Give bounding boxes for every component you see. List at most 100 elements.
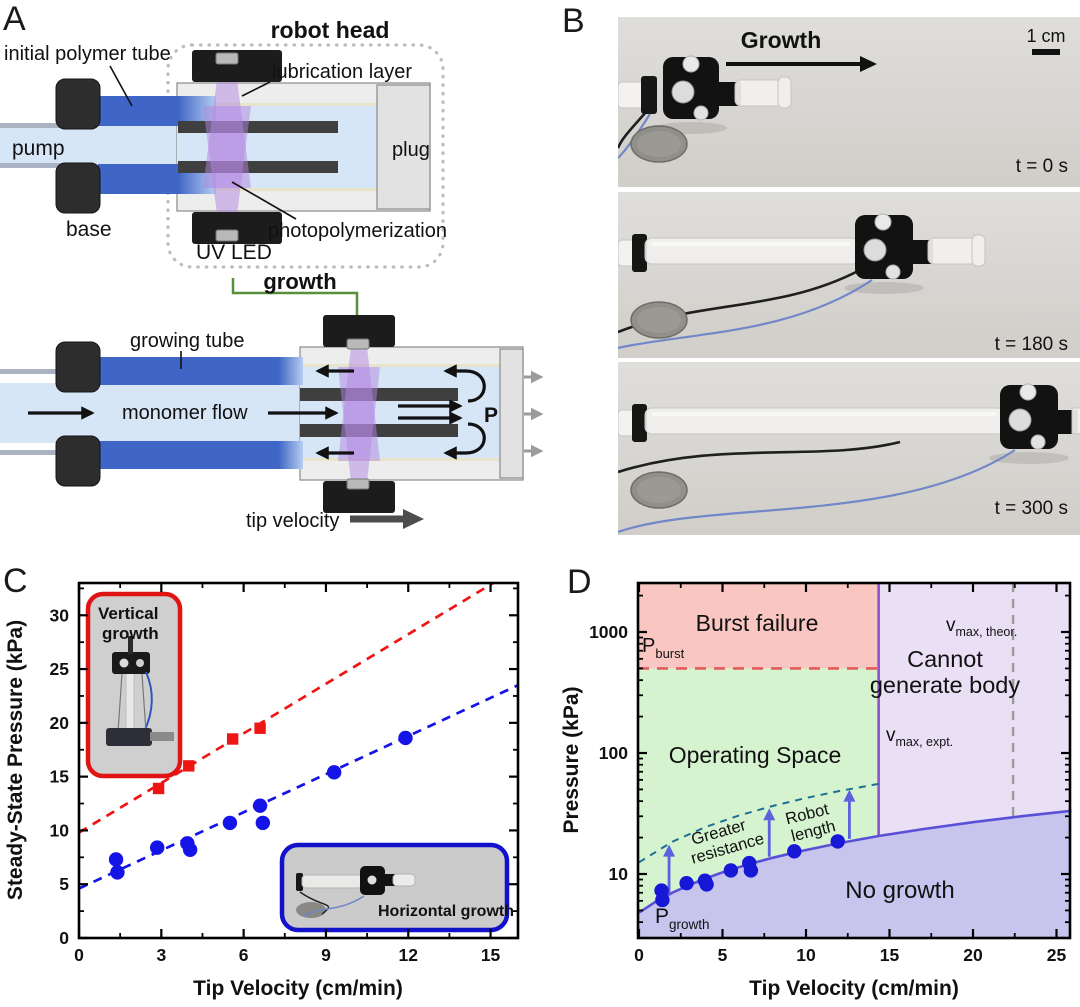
base-clamp (55, 162, 101, 214)
uv-led-lens (346, 338, 370, 350)
grown-tube (644, 407, 1006, 435)
robot-head-label: robot head (271, 17, 390, 43)
panel-d-chart: D Burst failure Pburst Cannot generate b… (560, 563, 1072, 1000)
pump-tube-top (0, 369, 62, 374)
shadow (844, 282, 924, 294)
data-point-circle (398, 730, 413, 746)
tick-label: 10 (609, 864, 629, 884)
pump-tube-top (0, 123, 62, 128)
monomer-flow-label: monomer flow (122, 402, 248, 424)
fit-line (78, 683, 519, 890)
coin (296, 902, 326, 918)
photo-frame-t0: Growth 1 cm t = 0 s (618, 17, 1080, 187)
data-point-square (254, 722, 266, 734)
vertical-growth-inset: Vertical growth (85, 591, 183, 779)
base-label: base (66, 218, 112, 241)
tick-label: 0 (59, 928, 69, 948)
led-port (671, 80, 695, 104)
fit-line (78, 581, 495, 834)
v-max-theor-label: vmax, theor. (946, 615, 1017, 639)
lubrication-layer-bottom (300, 458, 500, 461)
uv-led-block (192, 212, 282, 244)
plug-block (376, 84, 431, 210)
panel-d-letter: D (567, 563, 592, 601)
panel-a-letter: A (3, 0, 26, 38)
pump-tube-bottom (0, 450, 62, 455)
uv-led-block (323, 315, 395, 347)
tick-label: 0 (74, 945, 84, 965)
data-point-circle (743, 863, 759, 878)
pressure-symbol-label: P (484, 404, 498, 427)
axes: 0 5 10 15 20 25 10 100 1000 (589, 581, 1072, 965)
uv-beam (203, 106, 251, 230)
photo-frame-t180: t = 180 s (618, 192, 1080, 358)
tick-label: 1000 (589, 622, 628, 642)
tick-label: 3 (156, 945, 166, 965)
photopolymerization-label: photopolymerization (268, 220, 447, 242)
tube-flare (777, 76, 792, 109)
grown-tube-tip (927, 237, 979, 265)
lubrication-layer-bottom (177, 188, 377, 191)
plot-frame (77, 581, 520, 940)
tip-velocity-label: tip velocity (246, 510, 339, 532)
y-axis-label: Steady-State Pressure (kPa) (4, 620, 27, 900)
plug-block (499, 348, 524, 479)
end-ring (632, 404, 647, 442)
x-axis-label: Tip Velocity (cm/min) (749, 977, 959, 1000)
data-point-circle (222, 815, 238, 831)
tick-label: 30 (50, 605, 70, 625)
uv-led-lens (346, 478, 370, 490)
tick-label: 5 (718, 945, 728, 965)
black-wire (618, 440, 901, 474)
scale-bar (1032, 49, 1060, 55)
growth-label: growth (263, 269, 336, 294)
vertical-tube (125, 669, 135, 731)
growth-arrowhead-icon (860, 56, 877, 72)
scale-bar-label: 1 cm (1026, 26, 1065, 46)
phase-regions (638, 583, 1072, 938)
region-no-growth (638, 810, 1072, 938)
timestamp: t = 0 s (1016, 156, 1068, 177)
growing-tube-wall-bottom (100, 441, 303, 469)
initial-polymer-tube-label: initial polymer tube (4, 43, 171, 65)
data-point-circle (699, 877, 714, 892)
inner-rod (300, 388, 458, 401)
tube-highlight (652, 242, 850, 246)
pressure-arrows (524, 370, 544, 458)
y-axis-label: Pressure (kPa) (560, 686, 583, 833)
panel-c-letter: C (3, 562, 28, 600)
tick-label: 10 (50, 820, 70, 840)
tick-label: 10 (796, 945, 816, 965)
cannot-generate-label-line2: generate body (870, 672, 1021, 698)
grown-tube (644, 237, 860, 265)
tip-velocity-arrowhead-icon (403, 509, 424, 529)
led-port (1008, 408, 1032, 432)
coin-face (637, 477, 681, 503)
x-axis-label: Tip Velocity (cm/min) (193, 977, 403, 1000)
data-point-circle (723, 863, 739, 878)
panel-a-schematic: A robot head initial polymer tube lubric… (0, 0, 544, 532)
panel-b-photos: B Growth 1 cm t = 0 s (562, 2, 1080, 535)
tube-tip (128, 636, 133, 654)
grown-tube-tip (392, 873, 416, 887)
coin-face (637, 307, 681, 333)
return-flow-arrow-icon (443, 364, 486, 403)
end-ring (641, 76, 657, 114)
grown-tube-tip (1071, 407, 1080, 435)
tube-flare (971, 234, 986, 267)
burst-failure-label: Burst failure (696, 610, 819, 636)
increase-arrowhead-icon (843, 789, 856, 802)
growth-direction-label: Growth (741, 27, 822, 53)
tick-label: 9 (321, 945, 331, 965)
increase-arrowhead-icon (663, 844, 676, 857)
coin-face (637, 131, 681, 157)
grown-tube (734, 79, 784, 107)
horizontal-growth-inset: Horizontal growth (279, 842, 514, 933)
base-fitting (150, 732, 174, 741)
data-points (654, 834, 845, 908)
data-point-square (152, 782, 165, 795)
region-burst-failure (638, 583, 879, 669)
pump-tube-bottom (0, 163, 62, 168)
plot-frame (636, 581, 1072, 940)
